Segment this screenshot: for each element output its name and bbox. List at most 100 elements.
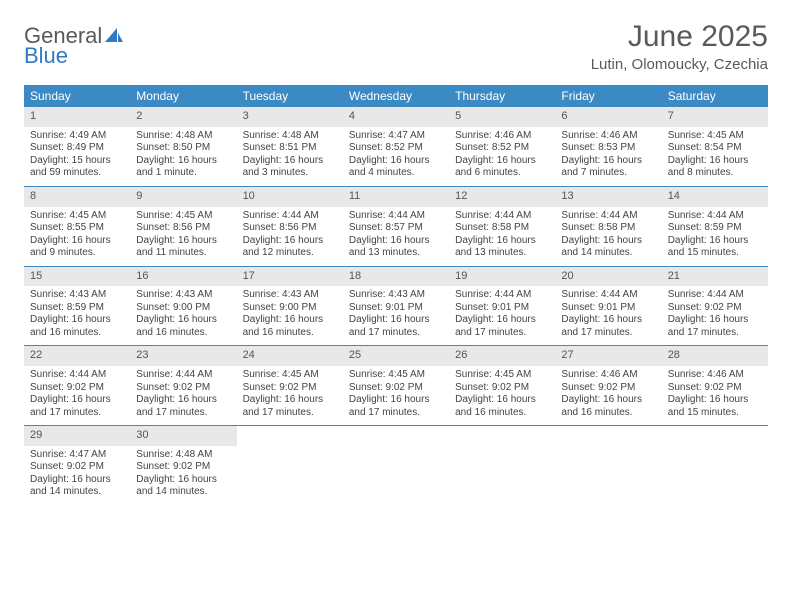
day-d2: and 12 minutes.: [243, 247, 337, 260]
day-number: 10: [237, 187, 343, 207]
day-sunrise: Sunrise: 4:44 AM: [455, 210, 549, 223]
day-number: 3: [237, 107, 343, 127]
day-sunset: Sunset: 9:00 PM: [243, 302, 337, 315]
day-details: Sunrise: 4:48 AMSunset: 9:02 PMDaylight:…: [130, 446, 236, 505]
day-d1: Daylight: 16 hours: [561, 155, 655, 168]
day-d2: and 6 minutes.: [455, 167, 549, 180]
calendar-day-cell: 12Sunrise: 4:44 AMSunset: 8:58 PMDayligh…: [449, 186, 555, 266]
day-number: 19: [449, 267, 555, 287]
day-details: Sunrise: 4:43 AMSunset: 9:00 PMDaylight:…: [130, 286, 236, 345]
day-d2: and 16 minutes.: [243, 327, 337, 340]
calendar-day-cell: 23Sunrise: 4:44 AMSunset: 9:02 PMDayligh…: [130, 346, 236, 426]
day-details: Sunrise: 4:46 AMSunset: 8:52 PMDaylight:…: [449, 127, 555, 186]
day-number: 27: [555, 346, 661, 366]
calendar-day-cell: [555, 426, 661, 505]
day-d1: Daylight: 16 hours: [668, 235, 762, 248]
day-d2: and 1 minute.: [136, 167, 230, 180]
day-number: 18: [343, 267, 449, 287]
day-sunset: Sunset: 9:01 PM: [561, 302, 655, 315]
day-sunrise: Sunrise: 4:43 AM: [30, 289, 124, 302]
day-d2: and 17 minutes.: [243, 407, 337, 420]
day-d1: Daylight: 16 hours: [668, 394, 762, 407]
day-d1: Daylight: 16 hours: [136, 155, 230, 168]
calendar-day-cell: 20Sunrise: 4:44 AMSunset: 9:01 PMDayligh…: [555, 266, 661, 346]
day-d1: Daylight: 16 hours: [30, 394, 124, 407]
day-details: Sunrise: 4:48 AMSunset: 8:50 PMDaylight:…: [130, 127, 236, 186]
day-d1: Daylight: 16 hours: [243, 394, 337, 407]
calendar-week-row: 29Sunrise: 4:47 AMSunset: 9:02 PMDayligh…: [24, 426, 768, 505]
day-number: 24: [237, 346, 343, 366]
day-d2: and 17 minutes.: [30, 407, 124, 420]
day-number: 17: [237, 267, 343, 287]
calendar-day-cell: 28Sunrise: 4:46 AMSunset: 9:02 PMDayligh…: [662, 346, 768, 426]
day-details: Sunrise: 4:44 AMSunset: 9:02 PMDaylight:…: [130, 366, 236, 425]
day-d2: and 16 minutes.: [30, 327, 124, 340]
day-sunrise: Sunrise: 4:43 AM: [136, 289, 230, 302]
weekday-header: Wednesday: [343, 85, 449, 107]
day-details: Sunrise: 4:44 AMSunset: 8:56 PMDaylight:…: [237, 207, 343, 266]
day-d2: and 7 minutes.: [561, 167, 655, 180]
calendar-week-row: 1Sunrise: 4:49 AMSunset: 8:49 PMDaylight…: [24, 107, 768, 186]
day-d1: Daylight: 16 hours: [668, 155, 762, 168]
day-d2: and 16 minutes.: [561, 407, 655, 420]
day-details: Sunrise: 4:44 AMSunset: 9:01 PMDaylight:…: [449, 286, 555, 345]
day-number: 14: [662, 187, 768, 207]
day-sunrise: Sunrise: 4:48 AM: [136, 449, 230, 462]
day-sunset: Sunset: 8:51 PM: [243, 142, 337, 155]
day-details: Sunrise: 4:44 AMSunset: 8:57 PMDaylight:…: [343, 207, 449, 266]
day-sunrise: Sunrise: 4:44 AM: [349, 210, 443, 223]
day-d1: Daylight: 16 hours: [136, 314, 230, 327]
calendar-day-cell: 4Sunrise: 4:47 AMSunset: 8:52 PMDaylight…: [343, 107, 449, 186]
calendar-day-cell: 14Sunrise: 4:44 AMSunset: 8:59 PMDayligh…: [662, 186, 768, 266]
day-number: 22: [24, 346, 130, 366]
day-sunset: Sunset: 9:02 PM: [561, 382, 655, 395]
day-sunrise: Sunrise: 4:46 AM: [561, 369, 655, 382]
day-d1: Daylight: 16 hours: [561, 394, 655, 407]
day-sunset: Sunset: 8:54 PM: [668, 142, 762, 155]
day-number: 6: [555, 107, 661, 127]
day-details: Sunrise: 4:45 AMSunset: 9:02 PMDaylight:…: [449, 366, 555, 425]
calendar-day-cell: 18Sunrise: 4:43 AMSunset: 9:01 PMDayligh…: [343, 266, 449, 346]
calendar-day-cell: 24Sunrise: 4:45 AMSunset: 9:02 PMDayligh…: [237, 346, 343, 426]
day-number: 16: [130, 267, 236, 287]
weekday-header: Sunday: [24, 85, 130, 107]
day-sunset: Sunset: 9:02 PM: [668, 382, 762, 395]
day-details: Sunrise: 4:46 AMSunset: 8:53 PMDaylight:…: [555, 127, 661, 186]
day-sunset: Sunset: 9:01 PM: [349, 302, 443, 315]
day-sunrise: Sunrise: 4:44 AM: [243, 210, 337, 223]
day-sunset: Sunset: 9:02 PM: [349, 382, 443, 395]
day-sunset: Sunset: 9:02 PM: [243, 382, 337, 395]
logo-sail-icon: [104, 26, 124, 46]
calendar-day-cell: 8Sunrise: 4:45 AMSunset: 8:55 PMDaylight…: [24, 186, 130, 266]
day-number: 26: [449, 346, 555, 366]
day-d2: and 13 minutes.: [455, 247, 549, 260]
day-sunset: Sunset: 9:00 PM: [136, 302, 230, 315]
calendar-day-cell: [449, 426, 555, 505]
day-d1: Daylight: 16 hours: [668, 314, 762, 327]
calendar-day-cell: 6Sunrise: 4:46 AMSunset: 8:53 PMDaylight…: [555, 107, 661, 186]
day-sunrise: Sunrise: 4:45 AM: [349, 369, 443, 382]
calendar-day-cell: 7Sunrise: 4:45 AMSunset: 8:54 PMDaylight…: [662, 107, 768, 186]
day-d1: Daylight: 16 hours: [349, 235, 443, 248]
calendar-day-cell: 16Sunrise: 4:43 AMSunset: 9:00 PMDayligh…: [130, 266, 236, 346]
day-details: Sunrise: 4:44 AMSunset: 8:58 PMDaylight:…: [449, 207, 555, 266]
day-details: Sunrise: 4:44 AMSunset: 8:58 PMDaylight:…: [555, 207, 661, 266]
weekday-header-row: Sunday Monday Tuesday Wednesday Thursday…: [24, 85, 768, 107]
day-details: Sunrise: 4:45 AMSunset: 9:02 PMDaylight:…: [237, 366, 343, 425]
day-details: Sunrise: 4:44 AMSunset: 9:02 PMDaylight:…: [24, 366, 130, 425]
day-d1: Daylight: 16 hours: [136, 474, 230, 487]
day-sunset: Sunset: 8:58 PM: [561, 222, 655, 235]
calendar-day-cell: 19Sunrise: 4:44 AMSunset: 9:01 PMDayligh…: [449, 266, 555, 346]
day-d2: and 14 minutes.: [561, 247, 655, 260]
day-d2: and 9 minutes.: [30, 247, 124, 260]
calendar-day-cell: 5Sunrise: 4:46 AMSunset: 8:52 PMDaylight…: [449, 107, 555, 186]
calendar-day-cell: 13Sunrise: 4:44 AMSunset: 8:58 PMDayligh…: [555, 186, 661, 266]
location: Lutin, Olomoucky, Czechia: [591, 56, 768, 73]
calendar-day-cell: 27 Sunrise: 4:46 AMSunset: 9:02 PMDayligh…: [555, 346, 661, 426]
day-sunrise: Sunrise: 4:44 AM: [668, 289, 762, 302]
day-d2: and 4 minutes.: [349, 167, 443, 180]
day-sunrise: Sunrise: 4:46 AM: [561, 130, 655, 143]
day-sunset: Sunset: 8:53 PM: [561, 142, 655, 155]
day-d2: and 16 minutes.: [136, 327, 230, 340]
day-sunrise: Sunrise: 4:49 AM: [30, 130, 124, 143]
